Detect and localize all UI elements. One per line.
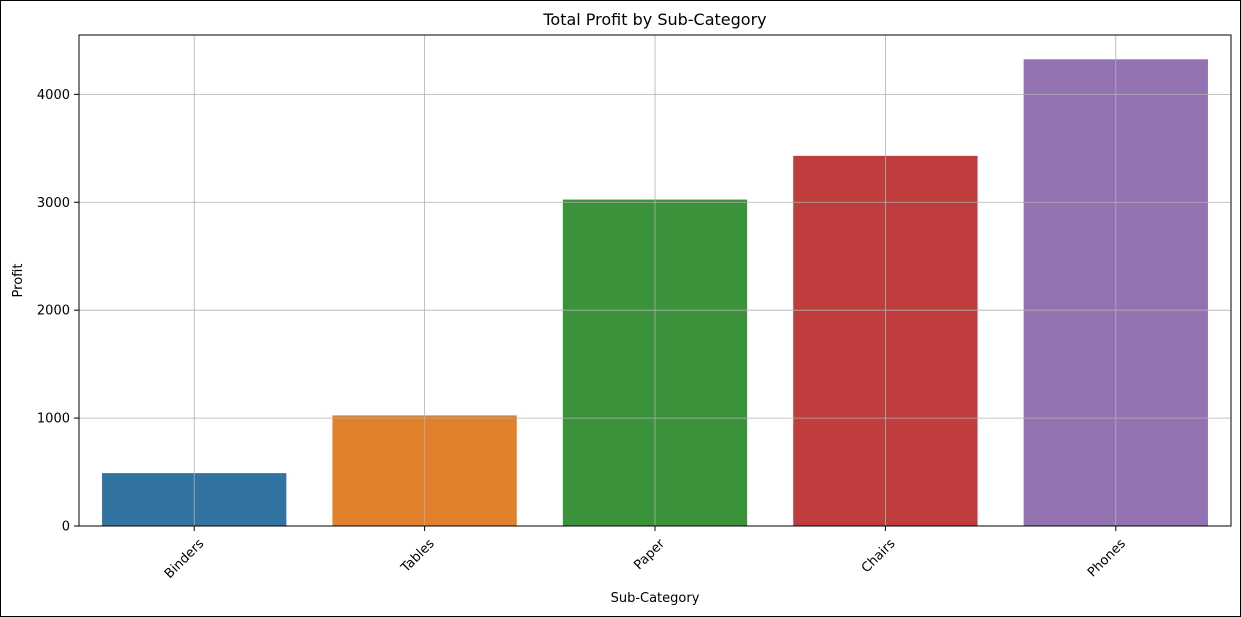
x-axis-label: Sub-Category xyxy=(611,591,700,606)
y-axis-label: Profit xyxy=(11,264,26,298)
x-tick-label: Chairs xyxy=(859,536,899,576)
y-tick-label: 2000 xyxy=(37,304,70,319)
x-tick-label: Phones xyxy=(1085,536,1129,580)
x-axis-ticks: Binders Tables Paper Chairs Phones xyxy=(162,526,1129,582)
x-tick-label: Binders xyxy=(162,536,208,582)
y-axis-ticks: 0 1000 2000 3000 4000 xyxy=(37,88,79,535)
y-tick-label: 4000 xyxy=(37,88,70,103)
x-tick-label: Tables xyxy=(398,536,438,576)
y-tick-label: 1000 xyxy=(37,412,70,427)
y-tick-label: 3000 xyxy=(37,196,70,211)
chart-title: Total Profit by Sub-Category xyxy=(542,10,766,29)
x-tick-label: Paper xyxy=(631,536,668,573)
y-tick-label: 0 xyxy=(62,520,70,535)
